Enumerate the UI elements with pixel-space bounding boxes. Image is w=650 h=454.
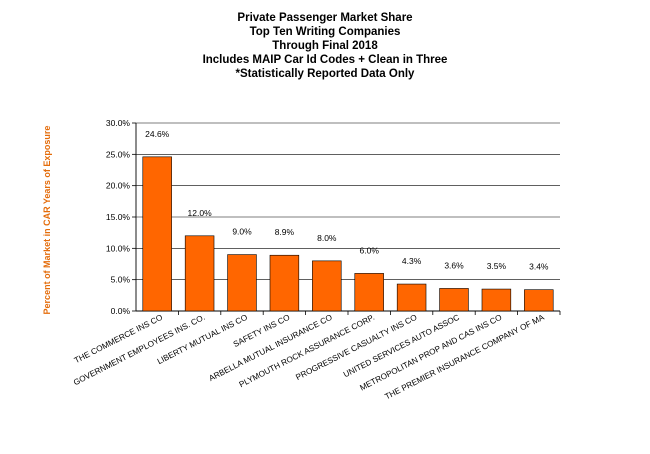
data-label: 8.0% [317,233,337,243]
bar [269,254,300,312]
data-label: 3.5% [487,261,507,271]
chart-title: Private Passenger Market Share Top Ten W… [0,11,650,81]
y-tick-label: 20.0% [106,181,131,191]
data-label: 9.0% [232,227,252,237]
title-line-5: *Statistically Reported Data Only [235,68,415,80]
y-tick-label: 25.0% [106,149,131,159]
title-line-2: Top Ten Writing Companies [249,26,401,38]
bar [396,283,427,312]
y-axis-label: Percent of Market in CAR Years of Exposu… [42,126,52,315]
bar [312,260,342,312]
data-label: 3.6% [444,260,464,270]
bar [227,254,257,312]
y-tick-label: 5.0% [111,275,131,285]
bar [354,273,384,312]
data-label: 12.0% [188,208,213,218]
bar [142,156,172,312]
data-label: 6.0% [360,245,380,255]
data-label: 3.4% [529,262,549,272]
data-label: 4.3% [402,256,422,266]
y-tick-label: 10.0% [106,243,131,253]
title-line-4: Includes MAIP Car Id Codes + Clean in Th… [202,54,448,66]
title-line-3: Through Final 2018 [272,40,378,52]
bar [439,288,469,312]
y-tick-label: 0.0% [111,306,131,316]
data-labels: 24.6% 12.0% 9.0% 8.9% 8.0% 6.0% 4.3% 3.6% 3.5% 3.… [145,129,549,272]
data-label: 8.9% [275,227,295,237]
title-line-1: Private Passenger Market Share [237,12,413,24]
data-label: 24.6% [145,129,170,139]
bar [524,289,554,312]
bars [142,156,554,312]
y-tick-label: 30.0% [106,118,131,128]
y-tick-label: 15.0% [106,212,131,222]
bar [481,288,512,312]
bar [184,235,215,312]
